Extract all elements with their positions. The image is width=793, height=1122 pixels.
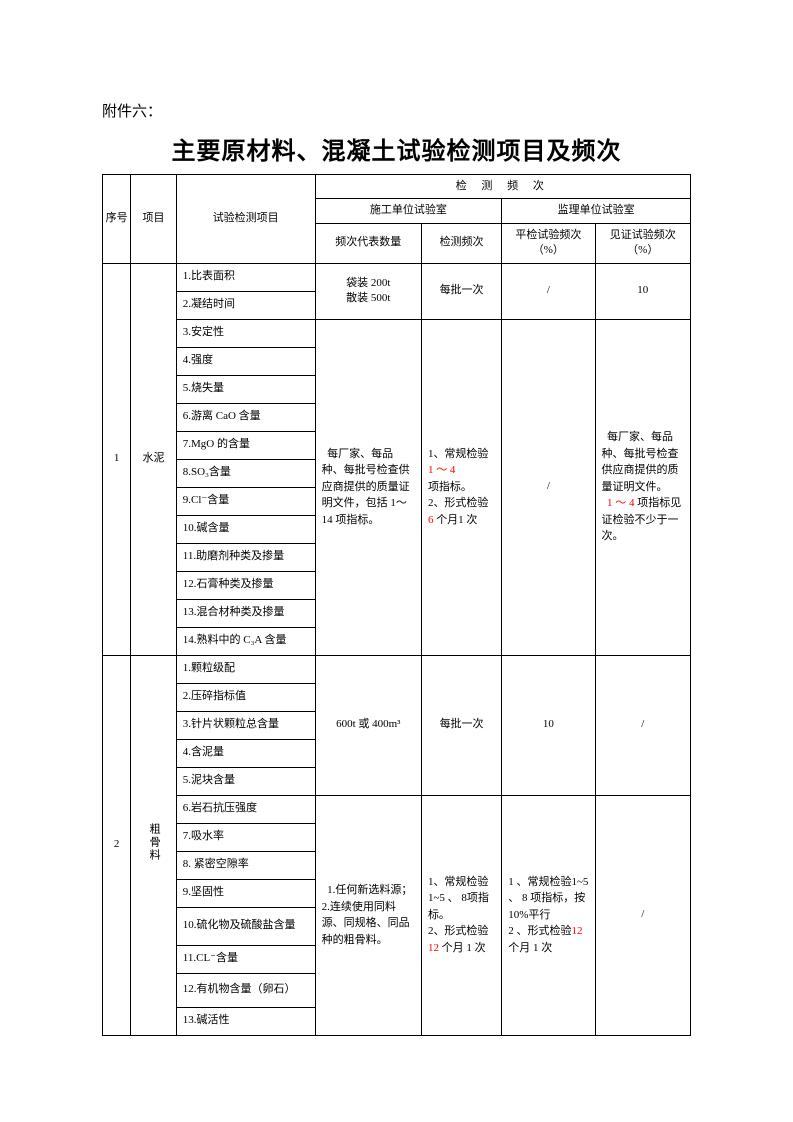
test-item-cell: 13.碱活性 xyxy=(176,1007,315,1035)
test-item-cell: 9.坚固性 xyxy=(176,879,315,907)
main-title: 主要原材料、混凝土试验检测项目及频次 xyxy=(102,131,691,166)
test-item-cell: 8. 紧密空隙率 xyxy=(176,851,315,879)
header-project: 项目 xyxy=(131,175,177,264)
seq-cell: 1 xyxy=(103,263,131,655)
test-item-cell: 7.吸水率 xyxy=(176,823,315,851)
witness-cell: / xyxy=(595,655,691,795)
parallel-cell: / xyxy=(502,319,595,655)
test-item-cell: 9.Cl⁻含量 xyxy=(176,487,315,515)
qty-cell: 1.任何新选料源； 2.连续使用同料源、同规格、同品种的粗骨料。 xyxy=(315,795,421,1035)
parallel-cell: / xyxy=(502,263,595,319)
freq-cell: 1、常规检验 1 ～ 4项指标。 2、形式检验 6 个月1 次 xyxy=(421,319,501,655)
qty-cell: 每厂家、每品种、每批号检查供应商提供的质量证明文件，包括 1～14 项指标。 xyxy=(315,319,421,655)
test-item-cell: 1.比表面积 xyxy=(176,263,315,291)
header-qty: 频次代表数量 xyxy=(315,223,421,263)
test-item-cell: 3.安定性 xyxy=(176,319,315,347)
witness-cell: / xyxy=(595,795,691,1035)
header-construction-lab: 施工单位试验室 xyxy=(315,199,502,223)
header-seq: 序号 xyxy=(103,175,131,264)
freq-cell: 1、常规检验 1~5 、 8项指标。 2、形式检验 12 个月 1 次 xyxy=(421,795,501,1035)
test-item-cell: 6.岩石抗压强度 xyxy=(176,795,315,823)
test-item-cell: 6.游离 CaO 含量 xyxy=(176,403,315,431)
test-item-cell: 11.CL⁻含量 xyxy=(176,945,315,973)
test-item-cell: 1.颗粒级配 xyxy=(176,655,315,683)
table-header-row: 序号 项目 试验检测项目 检 测 频 次 xyxy=(103,175,691,199)
witness-cell: 10 xyxy=(595,263,691,319)
parallel-cell: 10 xyxy=(502,655,595,795)
table-row: 2 粗骨料 1.颗粒级配 600t 或 400m³ 每批一次 10 / xyxy=(103,655,691,683)
table-row: 1 水泥 1.比表面积 袋装 200t 散装 500t 每批一次 / 10 xyxy=(103,263,691,291)
test-item-cell: 13.混合材种类及掺量 xyxy=(176,599,315,627)
parallel-cell: 1 、常规检验1~5 、 8 项指标，按 10%平行 2 、形式检验12 个月 … xyxy=(502,795,595,1035)
test-item-cell: 10.硫化物及硫酸盐含量 xyxy=(176,907,315,945)
header-witness: 见证试验频次（%） xyxy=(595,223,691,263)
test-item-cell: 11.助磨剂种类及掺量 xyxy=(176,543,315,571)
header-test-item: 试验检测项目 xyxy=(176,175,315,264)
qty-cell: 袋装 200t 散装 500t xyxy=(315,263,421,319)
test-item-cell: 14.熟料中的 C₃A 含量 xyxy=(176,627,315,655)
header-supervision-lab: 监理单位试验室 xyxy=(502,199,691,223)
witness-cell: 每厂家、每品种、每批号检查供应商提供的质量证明文件。 1 ～ 4 项指标见证检验… xyxy=(595,319,691,655)
table-row: 6.岩石抗压强度 1.任何新选料源； 2.连续使用同料源、同规格、同品种的粗骨料… xyxy=(103,795,691,823)
test-item-cell: 2.凝结时间 xyxy=(176,291,315,319)
test-item-cell: 3.针片状颗粒总含量 xyxy=(176,711,315,739)
attachment-label: 附件六： xyxy=(102,100,691,121)
test-item-cell: 7.MgO 的含量 xyxy=(176,431,315,459)
test-item-cell: 10.碱含量 xyxy=(176,515,315,543)
test-item-cell: 4.强度 xyxy=(176,347,315,375)
header-parallel: 平检试验频次（%） xyxy=(502,223,595,263)
test-item-cell: 5.烧失量 xyxy=(176,375,315,403)
seq-cell: 2 xyxy=(103,655,131,1035)
project-cell: 粗骨料 xyxy=(131,655,177,1035)
qty-cell: 600t 或 400m³ xyxy=(315,655,421,795)
test-item-cell: 8.SO₃含量 xyxy=(176,459,315,487)
test-item-cell: 4.含泥量 xyxy=(176,739,315,767)
header-freq-title: 检 测 频 次 xyxy=(315,175,690,199)
table-row: 3.安定性 每厂家、每品种、每批号检查供应商提供的质量证明文件，包括 1～14 … xyxy=(103,319,691,347)
test-item-cell: 12.石膏种类及掺量 xyxy=(176,571,315,599)
test-item-cell: 5.泥块含量 xyxy=(176,767,315,795)
test-item-cell: 2.压碎指标值 xyxy=(176,683,315,711)
freq-cell: 每批一次 xyxy=(421,655,501,795)
freq-cell: 每批一次 xyxy=(421,263,501,319)
header-test-freq: 检测频次 xyxy=(421,223,501,263)
test-item-cell: 12.有机物含量（卵石） xyxy=(176,973,315,1007)
project-cell: 水泥 xyxy=(131,263,177,655)
main-table: 序号 项目 试验检测项目 检 测 频 次 施工单位试验室 监理单位试验室 频次代… xyxy=(102,174,691,1036)
